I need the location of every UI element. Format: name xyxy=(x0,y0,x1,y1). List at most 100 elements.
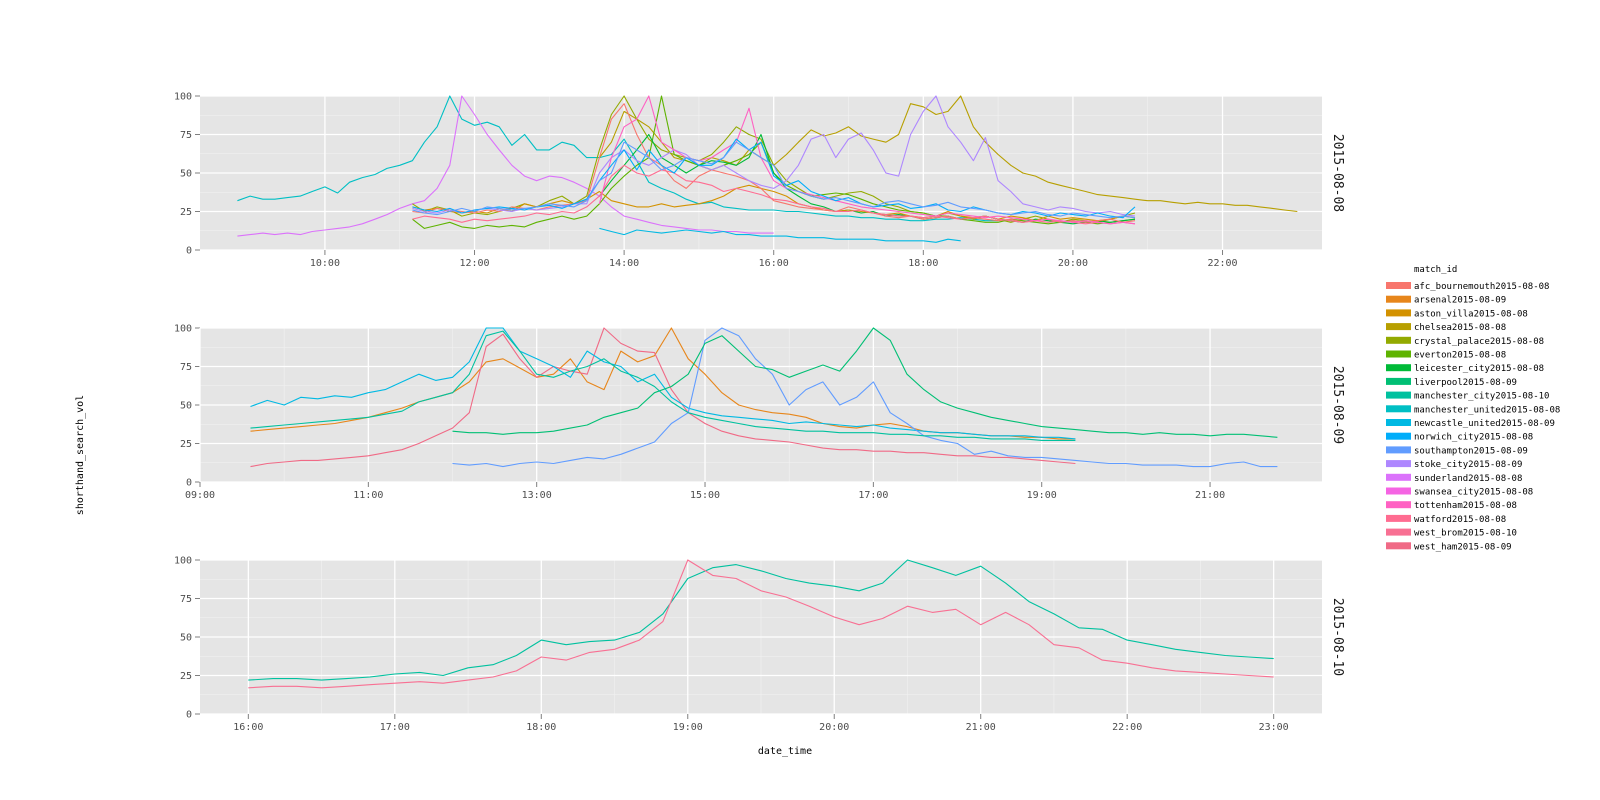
legend-item: arsenal2015-08-09 xyxy=(1386,295,1506,306)
legend-item: west_brom2015-08-10 xyxy=(1386,528,1517,539)
legend-item: sunderland2015-08-08 xyxy=(1386,473,1522,484)
series-line-chelsea2015-08-08 xyxy=(598,95,1298,213)
legend-label: west_ham2015-08-09 xyxy=(1414,542,1512,552)
legend-swatch xyxy=(1386,501,1411,509)
series-line-stoke_city2015-08-09 xyxy=(412,141,1136,219)
legend-swatch xyxy=(1386,446,1411,454)
legend-swatch xyxy=(1386,473,1411,481)
x-tick-label: 17:00 xyxy=(380,722,410,733)
legend-label: everton2015-08-08 xyxy=(1414,351,1506,361)
series-line-sunderland2015-08-08 xyxy=(237,95,774,237)
legend-label: arsenal2015-08-09 xyxy=(1414,296,1506,306)
legend-swatch xyxy=(1386,282,1411,289)
legend-item: aston_villa2015-08-08 xyxy=(1386,309,1528,319)
legend-label: aston_villa2015-08-08 xyxy=(1414,309,1528,319)
series-line-liverpool2015-08-09 xyxy=(452,327,1278,438)
legend-swatch xyxy=(1386,487,1411,495)
legend-item: norwich_city2015-08-08 xyxy=(1386,432,1533,443)
x-tick-label: 10:00 xyxy=(310,258,340,269)
legend-label: west_brom2015-08-10 xyxy=(1414,529,1517,539)
series-line-stoke_city2015-08-09 xyxy=(250,330,1076,441)
facet-strip-label: 2015-08-08 xyxy=(1330,134,1345,212)
legend-item: manchester_united2015-08-08 xyxy=(1386,405,1560,415)
x-tick-label: 16:00 xyxy=(233,722,263,733)
x-tick-label: 21:00 xyxy=(966,722,996,733)
legend-label: crystal_palace2015-08-08 xyxy=(1414,337,1544,347)
legend-label: tottenham2015-08-08 xyxy=(1414,501,1517,511)
panel-2015-08-10: 0 25 50 75 100 16:00 17:00 18:00 19:00 20:00 21:00… xyxy=(174,556,1345,734)
x-tick-label: 19:00 xyxy=(673,722,703,733)
legend-label: newcastle_united2015-08-09 xyxy=(1414,419,1555,429)
legend-swatch xyxy=(1386,377,1411,385)
y-axis-title: shorthand_search_vol xyxy=(75,395,86,515)
legend-swatch xyxy=(1386,336,1411,344)
series-line-swansea_city2015-08-08 xyxy=(412,95,1136,217)
legend-swatch xyxy=(1386,295,1411,303)
x-tick-label: 20:00 xyxy=(1058,258,1088,269)
legend-label: chelsea2015-08-08 xyxy=(1414,323,1506,333)
series-line-west_ham2015-08-09 xyxy=(250,327,1076,468)
legend-item: swansea_city2015-08-08 xyxy=(1386,487,1533,498)
x-tick-label: 13:00 xyxy=(522,490,552,501)
x-tick-label: 09:00 xyxy=(185,490,215,501)
x-tick-label: 21:00 xyxy=(1195,490,1225,501)
legend-swatch xyxy=(1386,419,1411,426)
legend-item: chelsea2015-08-08 xyxy=(1386,323,1506,333)
legend-swatch xyxy=(1386,542,1411,550)
legend-item: newcastle_united2015-08-09 xyxy=(1386,419,1555,429)
series-line-manchester_united2015-08-08 xyxy=(237,95,999,222)
x-tick-label: 18:00 xyxy=(908,258,938,269)
series-line-southampton2015-08-09 xyxy=(599,227,961,243)
y-tick-label: 100 xyxy=(174,556,192,567)
legend-item: watford2015-08-08 xyxy=(1386,514,1506,525)
y-tick-label: 50 xyxy=(180,401,192,412)
x-tick-label: 16:00 xyxy=(759,258,789,269)
series-line-west_brom2015-08-10 xyxy=(248,559,1274,689)
legend-item: afc_bournemouth2015-08-08 xyxy=(1386,282,1549,292)
legend-swatch xyxy=(1386,364,1411,372)
y-tick-label: 25 xyxy=(180,439,192,450)
x-tick-label: 15:00 xyxy=(690,490,720,501)
x-tick-label: 11:00 xyxy=(353,490,383,501)
facet-strip-label: 2015-08-09 xyxy=(1330,366,1345,444)
legend-label: stoke_city2015-08-09 xyxy=(1414,460,1522,470)
legend-swatch xyxy=(1386,391,1411,399)
series-line-aston_villa2015-08-08 xyxy=(412,184,1136,222)
y-tick-label: 25 xyxy=(180,207,192,218)
x-tick-label: 19:00 xyxy=(1027,490,1057,501)
x-tick-label: 18:00 xyxy=(526,722,556,733)
y-tick-label: 50 xyxy=(180,633,192,644)
legend-item: stoke_city2015-08-09 xyxy=(1386,460,1522,470)
legend-label: manchester_city2015-08-10 xyxy=(1414,392,1549,402)
y-tick-label: 0 xyxy=(186,246,192,257)
y-tick-label: 50 xyxy=(180,169,192,180)
legend-label: watford2015-08-08 xyxy=(1414,515,1506,525)
y-tick-label: 75 xyxy=(180,594,192,605)
panel-2015-08-09: 0 25 50 75 100 09:00 11:00 13:00 15:00 17:00 19:00… xyxy=(174,324,1345,502)
series-line-manchester_city2015-08-10 xyxy=(248,559,1274,681)
legend-swatch xyxy=(1386,514,1411,522)
legend-swatch xyxy=(1386,323,1411,331)
legend-item: liverpool2015-08-09 xyxy=(1386,377,1517,388)
legend-title: match_id xyxy=(1414,265,1457,275)
legend-item: crystal_palace2015-08-08 xyxy=(1386,336,1544,347)
panel-2015-08-08: 0 25 50 75 100 10:00 12:00 14:00 16:00 18:00 20:00… xyxy=(174,92,1345,270)
legend-item: manchester_city2015-08-10 xyxy=(1386,391,1549,402)
legend-swatch xyxy=(1386,460,1411,468)
legend-item: west_ham2015-08-09 xyxy=(1386,542,1512,552)
panels: 0 25 50 75 100 10:00 12:00 14:00 16:00 18:00 20:00… xyxy=(174,92,1345,734)
y-tick-label: 0 xyxy=(186,478,192,489)
legend-label: liverpool2015-08-09 xyxy=(1414,378,1517,388)
y-tick-label: 100 xyxy=(174,92,192,103)
legend-item: leicester_city2015-08-08 xyxy=(1386,364,1544,374)
y-tick-label: 75 xyxy=(180,130,192,141)
y-tick-label: 25 xyxy=(180,671,192,682)
legend-swatch xyxy=(1386,528,1411,536)
legend-label: manchester_united2015-08-08 xyxy=(1414,405,1560,415)
x-axis-title: date_time xyxy=(758,746,812,757)
x-tick-label: 17:00 xyxy=(858,490,888,501)
y-tick-label: 75 xyxy=(180,362,192,373)
legend-item: tottenham2015-08-08 xyxy=(1386,501,1517,511)
